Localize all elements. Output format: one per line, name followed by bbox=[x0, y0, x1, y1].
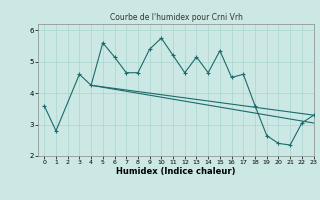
X-axis label: Humidex (Indice chaleur): Humidex (Indice chaleur) bbox=[116, 167, 236, 176]
Title: Courbe de l'humidex pour Crni Vrh: Courbe de l'humidex pour Crni Vrh bbox=[109, 13, 243, 22]
